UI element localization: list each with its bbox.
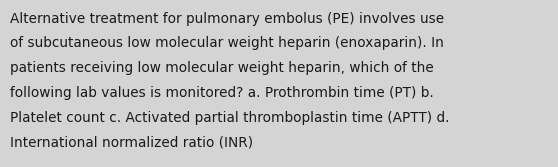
Text: Alternative treatment for pulmonary embolus (PE) involves use: Alternative treatment for pulmonary embo… <box>10 12 444 26</box>
Text: Platelet count c. Activated partial thromboplastin time (APTT) d.: Platelet count c. Activated partial thro… <box>10 111 450 125</box>
Text: of subcutaneous low molecular weight heparin (enoxaparin). In: of subcutaneous low molecular weight hep… <box>10 36 444 50</box>
Text: following lab values is monitored? a. Prothrombin time (PT) b.: following lab values is monitored? a. Pr… <box>10 86 434 100</box>
Text: patients receiving low molecular weight heparin, which of the: patients receiving low molecular weight … <box>10 61 434 75</box>
Text: International normalized ratio (INR): International normalized ratio (INR) <box>10 135 253 149</box>
